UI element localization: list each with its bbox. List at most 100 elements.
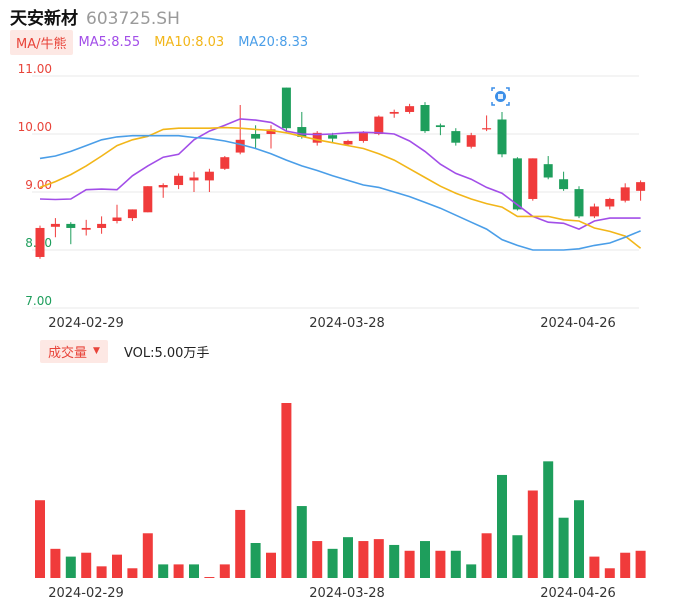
volume-bar[interactable] bbox=[65, 556, 76, 578]
volume-bar[interactable] bbox=[450, 550, 461, 578]
candlestick[interactable] bbox=[466, 132, 476, 149]
volume-bar[interactable] bbox=[497, 474, 507, 578]
volume-bar[interactable] bbox=[620, 552, 631, 578]
volume-bar[interactable] bbox=[312, 541, 323, 578]
caret-down-icon: ▼ bbox=[93, 346, 100, 356]
volume-bar[interactable] bbox=[512, 535, 523, 578]
candle-body bbox=[358, 132, 368, 141]
volume-bar[interactable] bbox=[296, 506, 307, 578]
candlestick[interactable] bbox=[127, 209, 137, 221]
volume-bar[interactable] bbox=[112, 554, 122, 578]
volume-bar[interactable] bbox=[543, 461, 554, 578]
y-tick-label: 10.00 bbox=[18, 120, 52, 134]
candlestick[interactable] bbox=[220, 156, 230, 170]
candlestick[interactable] bbox=[589, 203, 599, 219]
candlestick[interactable] bbox=[204, 168, 214, 192]
volume-bar[interactable] bbox=[343, 537, 353, 578]
candlestick[interactable] bbox=[559, 171, 569, 191]
volume-bar[interactable] bbox=[358, 541, 369, 578]
volume-bar[interactable] bbox=[527, 490, 538, 579]
candlestick[interactable] bbox=[235, 105, 245, 155]
volume-bar[interactable] bbox=[158, 564, 169, 578]
ma10-label: MA10:8.03 bbox=[154, 34, 225, 50]
ma20-line bbox=[39, 134, 641, 251]
candle-body bbox=[312, 132, 322, 143]
volume-bar[interactable] bbox=[235, 509, 246, 578]
candlestick[interactable] bbox=[343, 139, 353, 146]
candle-body bbox=[482, 128, 492, 130]
volume-bar[interactable] bbox=[173, 564, 184, 578]
candlestick[interactable] bbox=[81, 219, 91, 236]
ma-indicator-selector[interactable]: MA/牛熊 bbox=[10, 29, 73, 55]
y-tick-label: 7.00 bbox=[25, 294, 52, 308]
volume-indicator-selector[interactable]: 成交量 ▼ bbox=[40, 339, 108, 363]
y-tick-label: 9.00 bbox=[25, 178, 52, 192]
candle-body bbox=[158, 185, 168, 188]
volume-bar[interactable] bbox=[635, 550, 646, 578]
candlestick[interactable] bbox=[312, 131, 322, 146]
volume-bar[interactable] bbox=[142, 533, 153, 578]
volume-bar[interactable] bbox=[281, 403, 292, 578]
volume-bar[interactable] bbox=[219, 564, 230, 578]
candlestick[interactable] bbox=[435, 123, 445, 136]
volume-bar[interactable] bbox=[420, 541, 430, 578]
volume-bar[interactable] bbox=[327, 548, 338, 578]
candlestick[interactable] bbox=[497, 111, 507, 158]
candlestick[interactable] bbox=[574, 186, 584, 219]
candlestick[interactable] bbox=[543, 156, 553, 180]
candlestick[interactable] bbox=[482, 115, 492, 132]
candlestick[interactable] bbox=[35, 225, 45, 259]
candlestick[interactable] bbox=[420, 102, 430, 133]
candlestick[interactable] bbox=[605, 197, 615, 210]
volume-bar[interactable] bbox=[481, 533, 492, 578]
volume-bar[interactable] bbox=[35, 500, 45, 578]
volume-bar[interactable] bbox=[81, 552, 92, 578]
volume-bar[interactable] bbox=[266, 552, 276, 578]
candlestick[interactable] bbox=[636, 180, 646, 201]
stock-name: 天安新材 bbox=[10, 9, 78, 29]
candlestick[interactable] bbox=[266, 125, 276, 149]
candlestick[interactable] bbox=[174, 173, 184, 190]
candle-body bbox=[589, 206, 599, 217]
volume-tag-label: 成交量 bbox=[48, 345, 88, 361]
candlestick[interactable] bbox=[50, 218, 60, 238]
candlestick[interactable] bbox=[143, 186, 153, 213]
volume-bar[interactable] bbox=[50, 548, 61, 578]
ma-legend: MA/牛熊 MA5:8.55 MA10:8.03 MA20:8.33 bbox=[10, 29, 322, 55]
candlestick[interactable] bbox=[512, 157, 522, 211]
candle-body bbox=[174, 175, 184, 186]
candlestick[interactable] bbox=[158, 183, 168, 198]
volume-value: VOL:5.00万手 bbox=[123, 345, 210, 361]
candlestick[interactable] bbox=[66, 222, 76, 245]
candlestick[interactable] bbox=[112, 204, 122, 224]
candlestick[interactable] bbox=[389, 109, 399, 118]
candlestick[interactable] bbox=[620, 183, 630, 203]
event-marker-icon[interactable] bbox=[491, 87, 510, 106]
volume-bar[interactable] bbox=[189, 564, 199, 578]
volume-bar[interactable] bbox=[558, 517, 569, 578]
candle-body bbox=[266, 129, 276, 134]
volume-bar[interactable] bbox=[389, 544, 400, 578]
candlestick[interactable] bbox=[189, 171, 199, 192]
volume-bar[interactable] bbox=[204, 577, 215, 578]
volume-bar[interactable] bbox=[574, 500, 584, 578]
volume-bar[interactable] bbox=[404, 550, 415, 578]
x-tick-label: 2024-04-26 bbox=[540, 316, 616, 331]
volume-bar[interactable] bbox=[589, 556, 600, 578]
volume-bar[interactable] bbox=[466, 564, 477, 578]
candlestick[interactable] bbox=[451, 128, 461, 146]
candlestick[interactable] bbox=[281, 87, 291, 132]
stock-code: 603725.SH bbox=[86, 9, 180, 29]
volume-bar[interactable] bbox=[604, 568, 615, 578]
volume-bar[interactable] bbox=[250, 543, 261, 578]
candlestick[interactable] bbox=[405, 103, 415, 114]
volume-bar[interactable] bbox=[373, 539, 384, 578]
candle-body bbox=[251, 134, 261, 139]
candlestick[interactable] bbox=[374, 115, 384, 136]
volume-bar[interactable] bbox=[96, 566, 107, 578]
candlestick[interactable] bbox=[528, 158, 538, 201]
volume-bar[interactable] bbox=[435, 550, 446, 578]
candlestick[interactable] bbox=[97, 216, 107, 234]
volume-bar[interactable] bbox=[127, 568, 138, 578]
